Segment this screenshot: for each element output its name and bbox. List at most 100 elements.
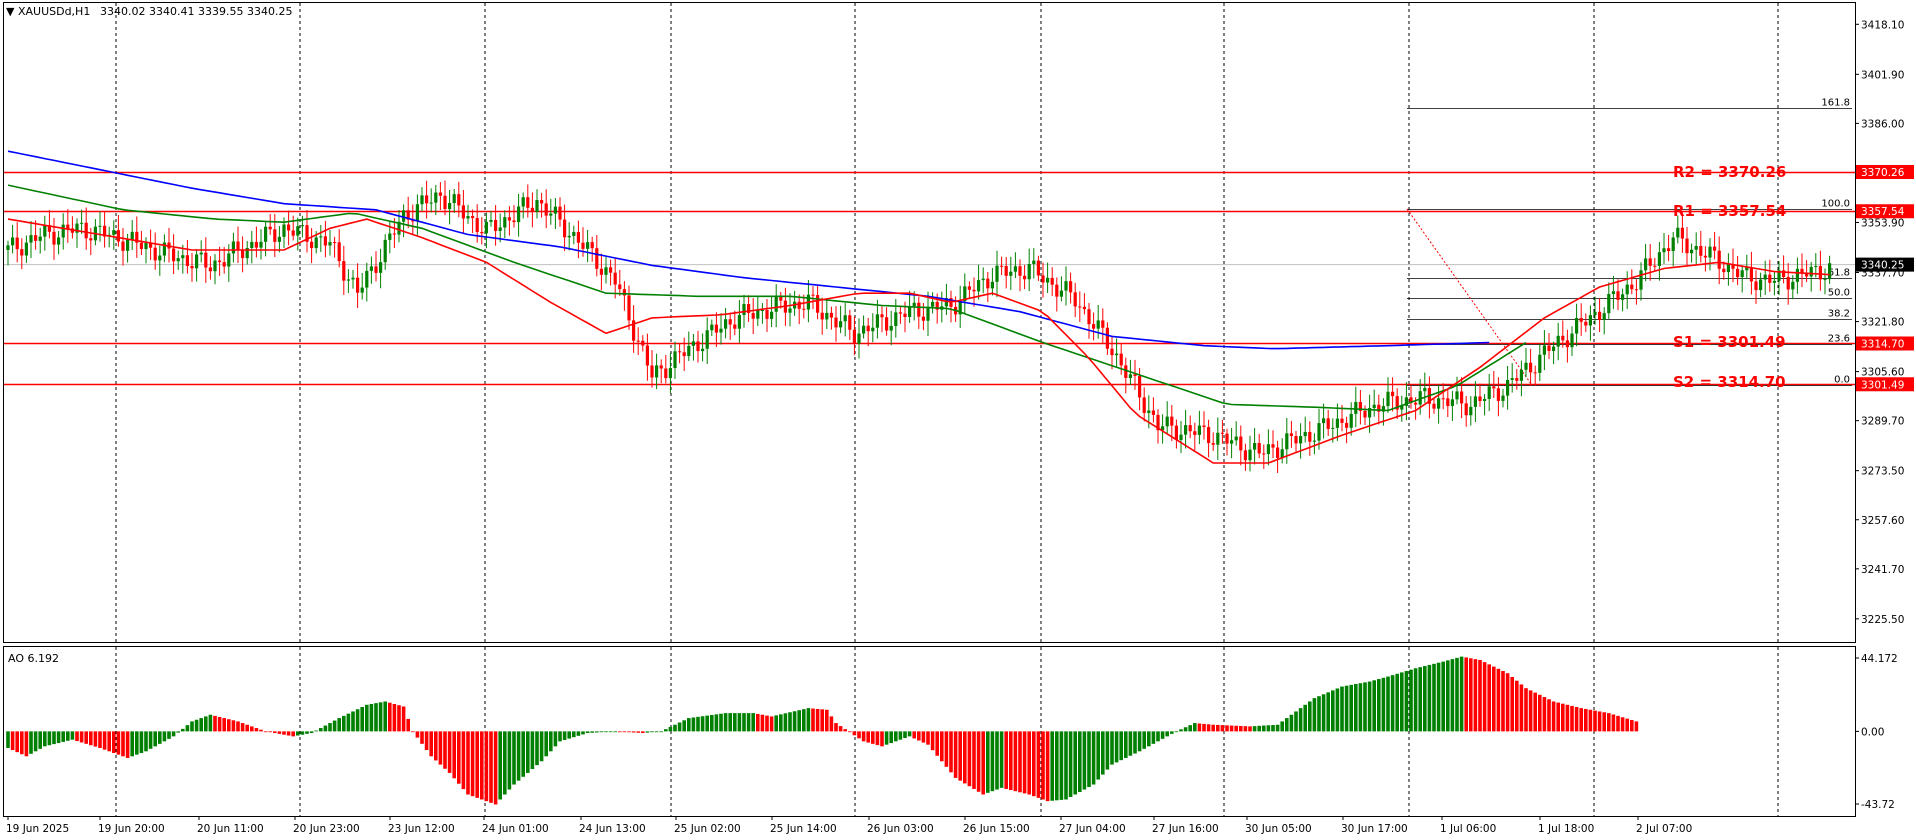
ao-bar-down	[622, 731, 627, 733]
candle-bear	[1156, 414, 1160, 431]
candle-bull	[825, 312, 829, 320]
candle-bear	[526, 197, 530, 208]
candle-bull	[1386, 391, 1390, 407]
candle-bull	[259, 241, 263, 248]
fibonacci-retracement: 161.8 100.0 61.8 50.0 38.2 23.6 0.0	[1406, 98, 1852, 386]
ao-bar-down	[765, 715, 769, 732]
ao-bar-up	[995, 731, 999, 790]
time-tick-label: 20 Jun 11:00	[197, 823, 264, 835]
candle-bear	[921, 316, 925, 321]
candle-bear	[1211, 443, 1215, 445]
ao-bar-up	[1133, 731, 1137, 754]
time-tick-label: 2 Jul 07:00	[1636, 823, 1692, 835]
candle-bull	[1046, 277, 1050, 283]
candle-bear	[1262, 453, 1266, 455]
ao-bar-up	[553, 731, 558, 747]
ao-bar-down	[953, 731, 958, 778]
candle-bull	[926, 306, 930, 321]
candle-bull	[857, 333, 861, 344]
candle-bull	[1266, 444, 1270, 455]
candle-bull	[1676, 227, 1680, 238]
ao-bar-down	[291, 731, 295, 737]
ao-bar-down	[1565, 704, 1570, 732]
candle-bear	[443, 195, 447, 210]
ao-bar-down	[1041, 731, 1045, 800]
candle-bull	[300, 225, 304, 227]
ao-bar-up	[650, 731, 654, 733]
candle-bear	[1363, 410, 1367, 418]
s1-annotation: S1 = 3301.49	[1673, 333, 1786, 351]
candle-bear	[728, 319, 732, 325]
candle-bear	[1289, 433, 1293, 436]
ao-bar-up	[572, 731, 576, 738]
candle-bear	[222, 262, 226, 267]
axis-labels: 3418.103401.903386.003369.903353.903337.…	[6, 19, 1914, 835]
candle-bull	[1179, 434, 1183, 441]
ao-bar-up	[907, 731, 912, 737]
ao-bar-down	[1239, 725, 1243, 732]
candle-bull	[80, 222, 84, 224]
ao-bar-up	[305, 731, 309, 734]
ao-bar-up	[1294, 711, 1298, 732]
candle-bull	[452, 194, 456, 204]
candle-bull	[1639, 270, 1643, 290]
ao-bar-up	[1160, 731, 1165, 739]
candle-bull	[162, 242, 166, 256]
ao-bar-up	[1275, 724, 1280, 732]
candle-bear	[1616, 291, 1620, 300]
candle-bull	[871, 327, 875, 332]
candle-bear	[236, 241, 240, 251]
candle-bull	[1312, 440, 1316, 442]
candle-bear	[507, 217, 511, 221]
ao-bar-up	[535, 731, 539, 766]
ao-bar-down	[1206, 724, 1211, 732]
candle-bull	[862, 325, 866, 334]
ao-bar-up	[549, 731, 553, 752]
candle-bull	[655, 365, 659, 378]
candle-bull	[402, 210, 406, 222]
ao-bar-up	[181, 728, 185, 732]
ao-bar-down	[981, 731, 985, 795]
candle-bull	[517, 206, 521, 223]
ao-bar-up	[986, 731, 990, 793]
candle-bull	[227, 253, 231, 267]
candle-bear	[1749, 267, 1753, 282]
candle-bear	[1041, 275, 1045, 283]
candle-bear	[1239, 436, 1243, 451]
candle-bear	[1078, 306, 1082, 308]
candle-bull	[521, 197, 525, 207]
ao-bar-up	[714, 714, 719, 732]
candle-bear	[1358, 402, 1362, 411]
ao-bar-up	[1358, 683, 1363, 732]
ao-bar-up	[682, 720, 686, 732]
candle-bull	[1542, 345, 1546, 355]
ao-bar-up	[1298, 708, 1303, 732]
ao-bar-up	[1114, 731, 1119, 763]
candle-bear	[172, 248, 176, 262]
ao-bar-down	[282, 731, 286, 735]
candle-bear	[1133, 374, 1137, 376]
time-tick-label: 25 Jun 14:00	[770, 823, 837, 835]
candle-bull	[1552, 346, 1556, 351]
candle-bear	[1547, 345, 1551, 351]
ao-bar-up	[332, 720, 337, 732]
ao-bar-up	[581, 731, 585, 735]
candle-bull	[1607, 293, 1611, 314]
candle-bull	[434, 192, 438, 203]
ao-bar-up	[342, 715, 346, 732]
price-tick-label: 3401.90	[1861, 69, 1904, 81]
ao-bar-up	[70, 731, 75, 740]
ao-bar-down	[641, 731, 645, 734]
candle-bull	[737, 315, 741, 329]
ao-bar-up	[1459, 656, 1464, 732]
ao-bar-down	[79, 731, 84, 743]
candle-bear	[1069, 281, 1073, 293]
ao-bar-down	[875, 731, 880, 746]
ao-bar-up	[990, 731, 995, 792]
ao-bar-down	[825, 709, 829, 732]
ao-bar-up	[894, 731, 898, 742]
ao-bar-down	[447, 731, 452, 773]
ao-bar-up	[1165, 731, 1169, 737]
candle-bear	[627, 295, 631, 321]
